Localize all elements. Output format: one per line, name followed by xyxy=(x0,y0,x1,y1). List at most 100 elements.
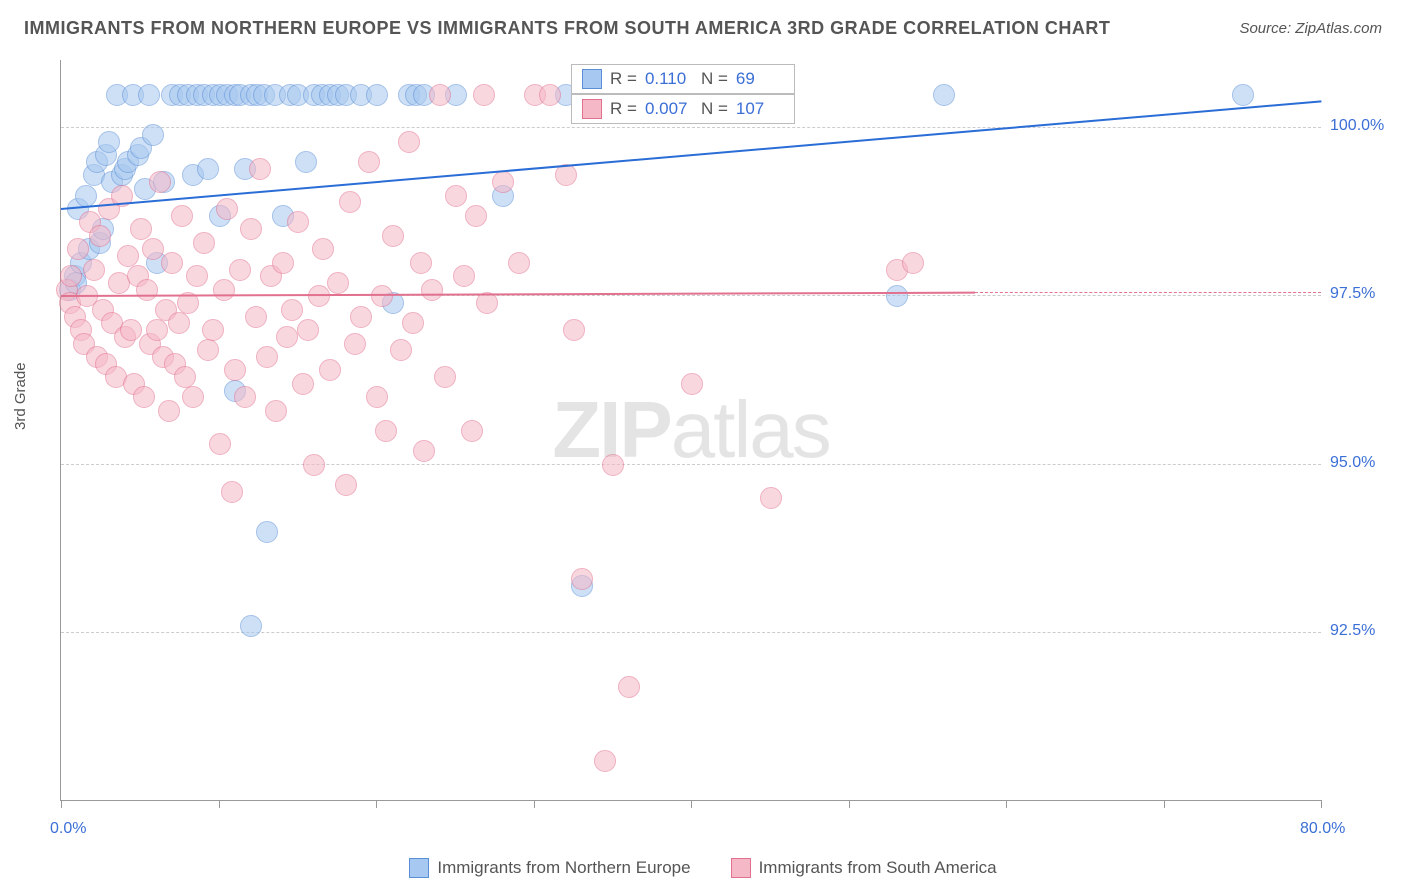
x-tick-mark xyxy=(534,800,535,808)
scatter-point xyxy=(571,568,593,590)
scatter-point xyxy=(760,487,782,509)
n-value: 107 xyxy=(736,99,784,119)
scatter-point xyxy=(539,84,561,106)
scatter-point xyxy=(344,333,366,355)
scatter-point xyxy=(276,326,298,348)
scatter-point xyxy=(256,346,278,368)
legend-swatch-icon xyxy=(582,99,602,119)
y-tick-label: 97.5% xyxy=(1330,285,1375,303)
x-tick-mark xyxy=(1164,800,1165,808)
scatter-point xyxy=(272,252,294,274)
scatter-point xyxy=(453,265,475,287)
scatter-point xyxy=(281,299,303,321)
scatter-point xyxy=(366,84,388,106)
x-tick-mark xyxy=(61,800,62,808)
scatter-point xyxy=(117,245,139,267)
x-tick-mark xyxy=(1321,800,1322,808)
stat-label: N = xyxy=(701,69,728,89)
scatter-point xyxy=(158,400,180,422)
scatter-point xyxy=(327,272,349,294)
scatter-point xyxy=(339,191,361,213)
scatter-point xyxy=(312,238,334,260)
scatter-point xyxy=(602,454,624,476)
scatter-point xyxy=(174,366,196,388)
scatter-point xyxy=(335,474,357,496)
scatter-point xyxy=(297,319,319,341)
scatter-point xyxy=(142,124,164,146)
scatter-point xyxy=(402,312,424,334)
scatter-point xyxy=(186,265,208,287)
scatter-point xyxy=(465,205,487,227)
scatter-point xyxy=(555,164,577,186)
scatter-point xyxy=(182,386,204,408)
scatter-point xyxy=(240,615,262,637)
scatter-point xyxy=(256,521,278,543)
scatter-point xyxy=(287,211,309,233)
legend-swatch-icon xyxy=(409,858,429,878)
y-tick-label: 95.0% xyxy=(1330,454,1375,472)
scatter-point xyxy=(98,131,120,153)
scatter-point xyxy=(308,285,330,307)
scatter-point xyxy=(292,373,314,395)
scatter-point xyxy=(508,252,530,274)
scatter-point xyxy=(120,319,142,341)
legend-item-series-2: Immigrants from South America xyxy=(731,858,997,878)
scatter-point xyxy=(382,225,404,247)
correlation-stats-box: R =0.110N =69 xyxy=(571,64,795,94)
scatter-point xyxy=(398,131,420,153)
scatter-point xyxy=(886,285,908,307)
scatter-point xyxy=(133,386,155,408)
scatter-point xyxy=(213,279,235,301)
source-attribution: Source: ZipAtlas.com xyxy=(1239,20,1382,37)
scatter-point xyxy=(245,306,267,328)
scatter-point xyxy=(161,252,183,274)
scatter-point xyxy=(75,185,97,207)
scatter-point xyxy=(390,339,412,361)
scatter-point xyxy=(303,454,325,476)
scatter-point xyxy=(209,433,231,455)
scatter-point xyxy=(193,232,215,254)
x-tick-mark xyxy=(376,800,377,808)
gridline xyxy=(61,464,1321,465)
watermark-light: atlas xyxy=(671,385,830,474)
gridline xyxy=(61,127,1321,128)
scatter-point xyxy=(563,319,585,341)
scatter-point xyxy=(171,205,193,227)
scatter-point xyxy=(594,750,616,772)
scatter-point xyxy=(83,259,105,281)
scatter-point xyxy=(473,84,495,106)
scatter-point xyxy=(197,339,219,361)
scatter-point xyxy=(168,312,190,334)
scatter-point xyxy=(410,252,432,274)
scatter-point xyxy=(429,84,451,106)
scatter-point xyxy=(413,440,435,462)
scatter-point xyxy=(434,366,456,388)
scatter-point xyxy=(350,306,372,328)
legend-label: Immigrants from South America xyxy=(759,858,997,878)
scatter-point xyxy=(221,481,243,503)
scatter-point xyxy=(265,400,287,422)
trend-line-dashed xyxy=(975,292,1322,293)
x-tick-label-hi: 80.0% xyxy=(1300,820,1345,838)
scatter-point xyxy=(445,185,467,207)
r-value: 0.110 xyxy=(645,69,693,89)
scatter-point xyxy=(234,386,256,408)
scatter-point xyxy=(136,279,158,301)
scatter-point xyxy=(375,420,397,442)
x-tick-mark xyxy=(691,800,692,808)
scatter-point xyxy=(358,151,380,173)
scatter-point xyxy=(240,218,262,240)
scatter-point xyxy=(60,265,82,287)
scatter-point xyxy=(142,238,164,260)
y-tick-label: 100.0% xyxy=(1330,117,1384,135)
scatter-point xyxy=(1232,84,1254,106)
scatter-plot-area: ZIPatlas R =0.110N =69R =0.007N =107 xyxy=(60,60,1321,801)
x-tick-mark xyxy=(849,800,850,808)
scatter-point xyxy=(130,218,152,240)
r-value: 0.007 xyxy=(645,99,693,119)
scatter-point xyxy=(295,151,317,173)
scatter-point xyxy=(229,259,251,281)
x-tick-label-lo: 0.0% xyxy=(50,820,86,838)
scatter-point xyxy=(224,359,246,381)
scatter-point xyxy=(67,238,89,260)
